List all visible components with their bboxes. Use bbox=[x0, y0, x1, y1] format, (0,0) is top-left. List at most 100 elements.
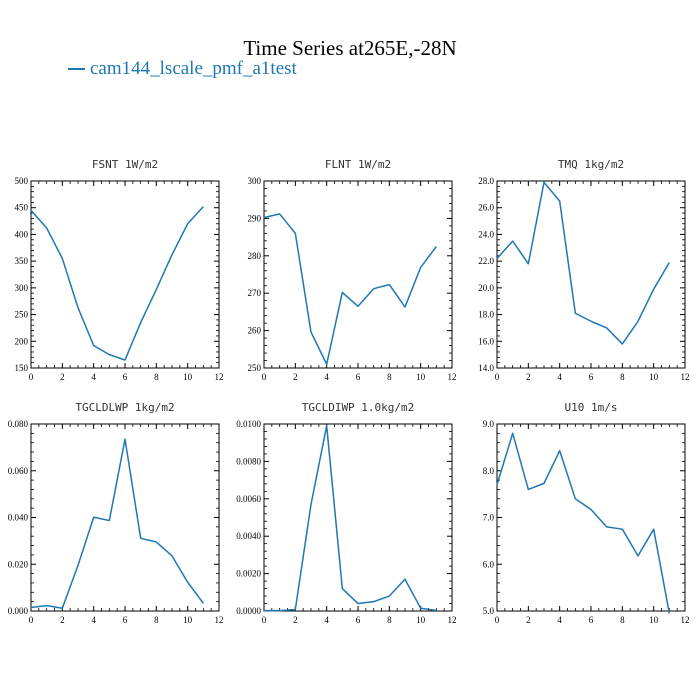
y-tick-label: 5.0 bbox=[483, 606, 495, 616]
x-tick-label: 4 bbox=[91, 615, 96, 625]
legend-line-swatch bbox=[68, 68, 85, 70]
x-tick-label: 6 bbox=[123, 615, 128, 625]
x-tick-label: 2 bbox=[526, 372, 531, 382]
y-tick-label: 0.0080 bbox=[236, 456, 261, 466]
x-tick-label: 10 bbox=[183, 372, 193, 382]
y-tick-label: 0.040 bbox=[8, 513, 29, 523]
y-tick-label: 7.0 bbox=[483, 513, 495, 523]
x-tick-label: 4 bbox=[557, 615, 562, 625]
x-tick-label: 8 bbox=[387, 615, 392, 625]
legend-label: cam144_lscale_pmf_a1test bbox=[90, 58, 297, 79]
plot-frame bbox=[30, 180, 220, 369]
x-tick-label: 0 bbox=[495, 372, 500, 382]
x-tick-label: 8 bbox=[154, 615, 159, 625]
plot-frame bbox=[263, 423, 453, 612]
x-tick-label: 12 bbox=[448, 372, 457, 382]
y-tick-label: 200 bbox=[15, 336, 29, 346]
y-tick-label: 0.060 bbox=[8, 466, 29, 476]
x-tick-label: 8 bbox=[154, 372, 159, 382]
x-tick-label: 2 bbox=[293, 372, 298, 382]
y-tick-label: 0.0040 bbox=[236, 531, 261, 541]
x-tick-label: 4 bbox=[557, 372, 562, 382]
x-tick-label: 12 bbox=[681, 372, 690, 382]
x-tick-label: 2 bbox=[526, 615, 531, 625]
y-tick-label: 6.0 bbox=[483, 559, 495, 569]
x-tick-label: 0 bbox=[262, 372, 267, 382]
x-tick-label: 2 bbox=[60, 615, 65, 625]
plot-frame bbox=[496, 423, 686, 612]
x-tick-label: 8 bbox=[620, 615, 625, 625]
y-tick-label: 0.0060 bbox=[236, 494, 261, 504]
x-tick-label: 6 bbox=[589, 372, 594, 382]
y-tick-label: 9.0 bbox=[483, 419, 495, 429]
x-tick-label: 10 bbox=[649, 372, 659, 382]
y-tick-label: 14.0 bbox=[478, 363, 494, 373]
y-tick-label: 0.020 bbox=[8, 559, 29, 569]
chart-panel-4: TGCLDLWP 1kg/m2 0 2 4 6 8 10 12 0.000 0.020 0.040 0… bbox=[8, 401, 224, 625]
series-line-1 bbox=[263, 213, 437, 366]
x-tick-label: 10 bbox=[416, 372, 426, 382]
x-tick-label: 10 bbox=[183, 615, 193, 625]
x-tick-label: 10 bbox=[649, 615, 659, 625]
x-tick-label: 4 bbox=[324, 615, 329, 625]
x-tick-label: 6 bbox=[589, 615, 594, 625]
plot-frame bbox=[263, 180, 453, 369]
x-tick-label: 12 bbox=[215, 372, 224, 382]
series-line-1 bbox=[30, 438, 204, 609]
series-line-1 bbox=[30, 206, 204, 361]
chart-panel-3: TMQ 1kg/m2 0 2 4 6 8 10 12 14.0 16.0 18.0 20.0 22.0 2… bbox=[478, 158, 689, 382]
y-tick-label: 26.0 bbox=[478, 203, 494, 213]
chart-panel-6: U10 1m/s 0 2 4 6 8 10 12 5.0 6.0 7.0 8.0 9.0 bbox=[483, 401, 690, 625]
y-tick-label: 250 bbox=[15, 310, 29, 320]
y-tick-label: 0.080 bbox=[8, 419, 29, 429]
figure-title: Time Series at265E,-28N bbox=[243, 36, 457, 60]
chart-panel-2: FLNT 1W/m2 0 2 4 6 8 10 12 250 260 270 280 290 300 bbox=[248, 158, 457, 382]
y-tick-label: 0.0000 bbox=[236, 606, 261, 616]
legend: cam144_lscale_pmf_a1test bbox=[68, 58, 297, 80]
y-tick-label: 350 bbox=[15, 256, 29, 266]
x-tick-label: 4 bbox=[324, 372, 329, 382]
panel-title: FSNT 1W/m2 bbox=[92, 158, 158, 171]
x-tick-label: 2 bbox=[60, 372, 65, 382]
y-tick-label: 500 bbox=[15, 176, 29, 186]
x-tick-label: 0 bbox=[29, 372, 34, 382]
x-tick-label: 6 bbox=[123, 372, 128, 382]
x-tick-label: 2 bbox=[293, 615, 298, 625]
y-tick-label: 22.0 bbox=[478, 256, 494, 266]
plot-frame bbox=[496, 180, 686, 369]
panel-title: U10 1m/s bbox=[565, 401, 618, 414]
x-tick-label: 12 bbox=[215, 615, 224, 625]
x-tick-label: 6 bbox=[356, 615, 361, 625]
y-tick-label: 450 bbox=[15, 203, 29, 213]
x-tick-label: 8 bbox=[387, 372, 392, 382]
y-tick-label: 300 bbox=[15, 283, 29, 293]
panel-title: TGCLDIWP 1.0kg/m2 bbox=[302, 401, 415, 414]
y-tick-label: 16.0 bbox=[478, 336, 494, 346]
y-tick-label: 150 bbox=[15, 363, 29, 373]
series-line-1 bbox=[496, 432, 671, 614]
y-tick-label: 20.0 bbox=[478, 283, 494, 293]
y-tick-label: 290 bbox=[248, 213, 262, 223]
x-tick-label: 4 bbox=[91, 372, 96, 382]
y-tick-label: 0.000 bbox=[8, 606, 29, 616]
y-tick-label: 24.0 bbox=[478, 229, 494, 239]
x-tick-label: 12 bbox=[448, 615, 457, 625]
panel-title: TGCLDLWP 1kg/m2 bbox=[75, 401, 174, 414]
x-tick-label: 6 bbox=[356, 372, 361, 382]
x-tick-label: 12 bbox=[681, 615, 690, 625]
y-tick-label: 300 bbox=[248, 176, 262, 186]
x-tick-label: 0 bbox=[495, 615, 500, 625]
y-tick-label: 270 bbox=[248, 288, 262, 298]
x-tick-label: 0 bbox=[262, 615, 267, 625]
panel-title: FLNT 1W/m2 bbox=[325, 158, 391, 171]
chart-panel-5: TGCLDIWP 1.0kg/m2 0 2 4 6 8 10 12 0.0000 0.0020 0.… bbox=[236, 401, 456, 625]
panel-title: TMQ 1kg/m2 bbox=[558, 158, 624, 171]
x-tick-label: 10 bbox=[416, 615, 426, 625]
y-tick-label: 280 bbox=[248, 251, 262, 261]
chart-panel-1: FSNT 1W/m2 0 2 4 6 8 10 12 150 200 250 300 350 400 450… bbox=[15, 158, 224, 382]
y-tick-label: 28.0 bbox=[478, 176, 494, 186]
y-tick-label: 18.0 bbox=[478, 310, 494, 320]
y-tick-label: 0.0100 bbox=[236, 419, 261, 429]
series-line-1 bbox=[496, 181, 670, 345]
